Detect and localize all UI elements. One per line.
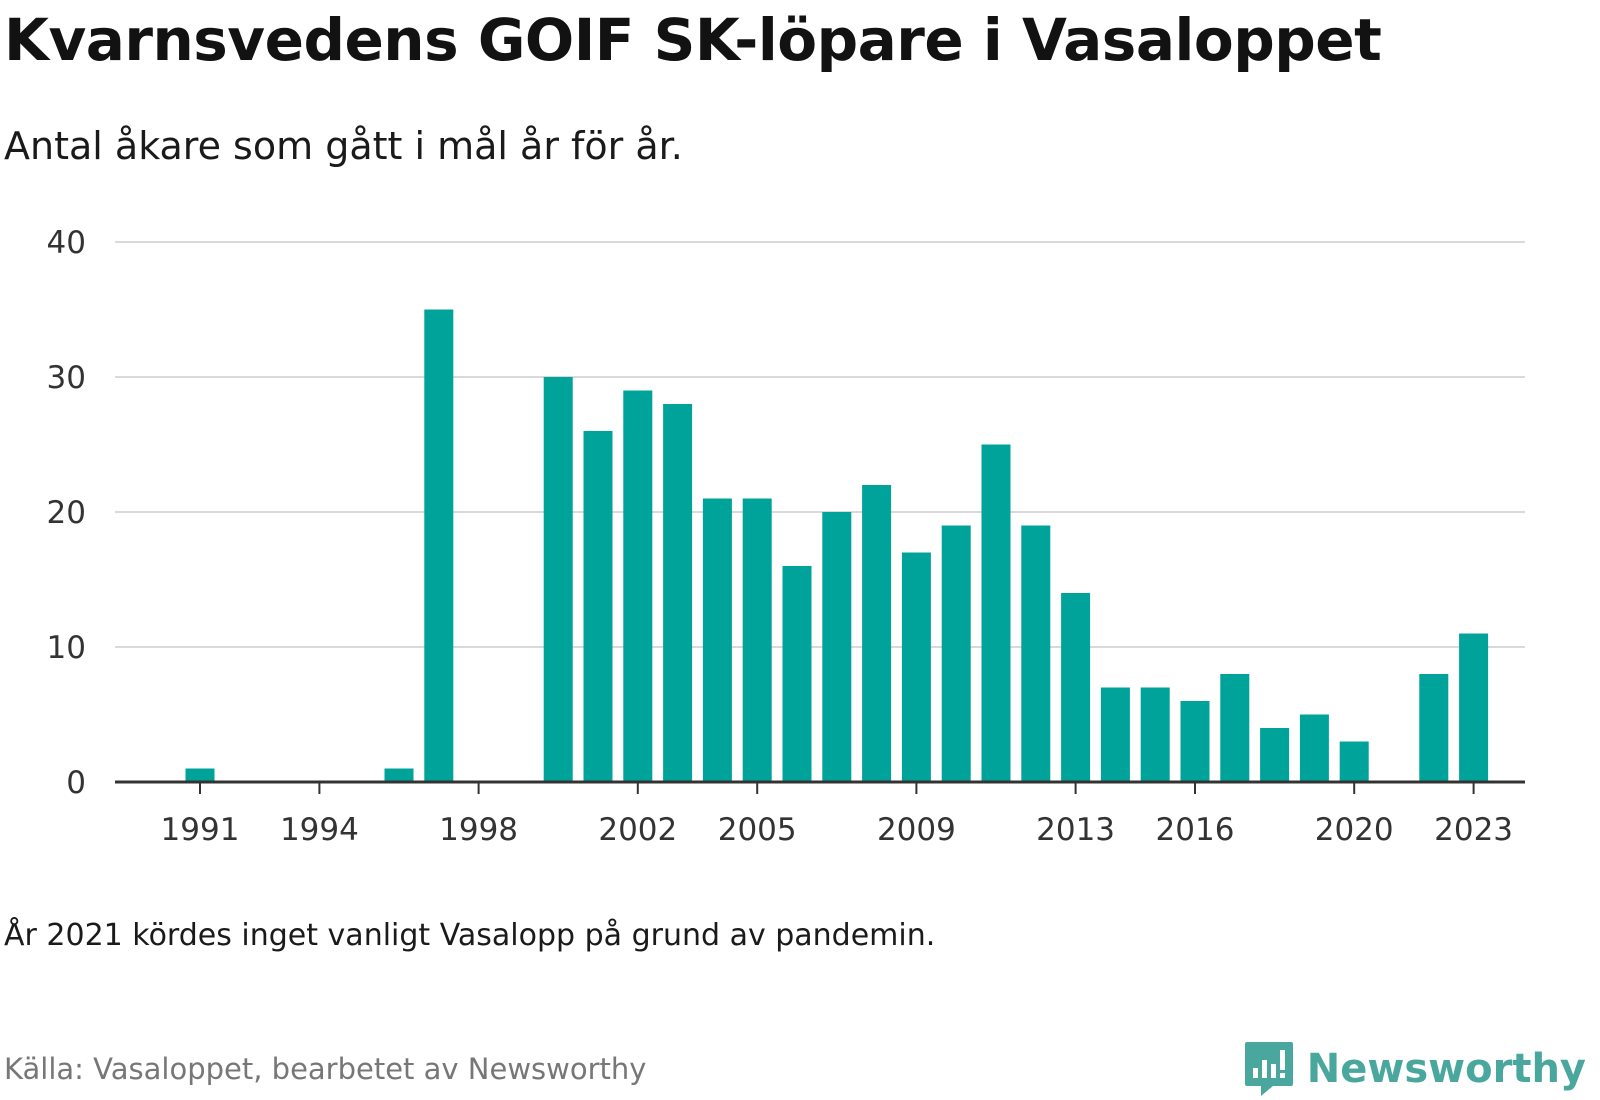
bar-2018 [1260,728,1290,782]
bar-2014 [1100,687,1130,782]
y-tick-label: 20 [47,495,86,531]
x-tick-label: 1994 [280,812,359,848]
bar-2012 [1021,525,1051,782]
x-tick-label: 1998 [439,812,518,848]
y-tick-label: 0 [66,765,86,801]
bar-2008 [862,485,892,782]
x-tick-labels: 1991 1994 1998 2002 2005 2009 2013 2016 2020 2023 [161,782,1513,848]
chart-title: Kvarnsvedens GOIF SK-löpare i Vasaloppet [4,6,1382,74]
bar-2013 [1061,593,1091,782]
x-tick-label: 2002 [598,812,677,848]
bar-2006 [782,566,812,782]
footnote: År 2021 kördes inget vanligt Vasalopp på… [4,918,936,953]
gridlines [115,241,1525,648]
bar-chart: 0 10 20 30 40 1991 1994 1998 2002 2005 2009 2013 20… [47,225,1525,848]
bar-2005 [742,498,772,782]
x-tick-label: 2009 [877,812,956,848]
bar-2010 [941,525,971,782]
y-tick-label: 30 [47,360,86,396]
x-tick-label: 2005 [718,812,797,848]
x-tick-label: 2023 [1434,812,1513,848]
y-tick-labels: 0 10 20 30 40 [47,225,86,801]
bar-2019 [1299,714,1329,782]
bar-2015 [1140,687,1170,782]
bar-2000 [543,377,573,782]
bar-2023 [1459,633,1489,782]
bars [185,309,1489,782]
bar-2007 [822,512,852,782]
chart-subtitle: Antal åkare som gått i mål år för år. [4,124,683,168]
brand-logo: Newsworthy [1243,1040,1586,1098]
y-tick-label: 40 [47,225,86,261]
x-tick-label: 1991 [161,812,240,848]
x-tick-label: 2013 [1036,812,1115,848]
bar-2020 [1339,741,1369,782]
bar-2017 [1220,674,1250,782]
x-tick-label: 2016 [1156,812,1235,848]
bar-2016 [1180,701,1210,782]
bar-1997 [424,309,454,782]
source-note: Källa: Vasaloppet, bearbetet av Newswort… [4,1052,647,1086]
bar-2009 [901,552,931,782]
bar-2022 [1419,674,1449,782]
bar-1991 [185,768,215,782]
x-tick-label: 2020 [1315,812,1394,848]
bar-1996 [384,768,414,782]
bar-2003 [663,404,693,782]
newsworthy-logo-icon [1244,1042,1293,1096]
brand-name: Newsworthy [1306,1046,1586,1092]
bar-2002 [623,390,653,782]
bar-2004 [702,498,732,782]
bar-2001 [583,431,613,782]
bar-2011 [981,444,1011,782]
y-tick-label: 10 [47,630,86,666]
